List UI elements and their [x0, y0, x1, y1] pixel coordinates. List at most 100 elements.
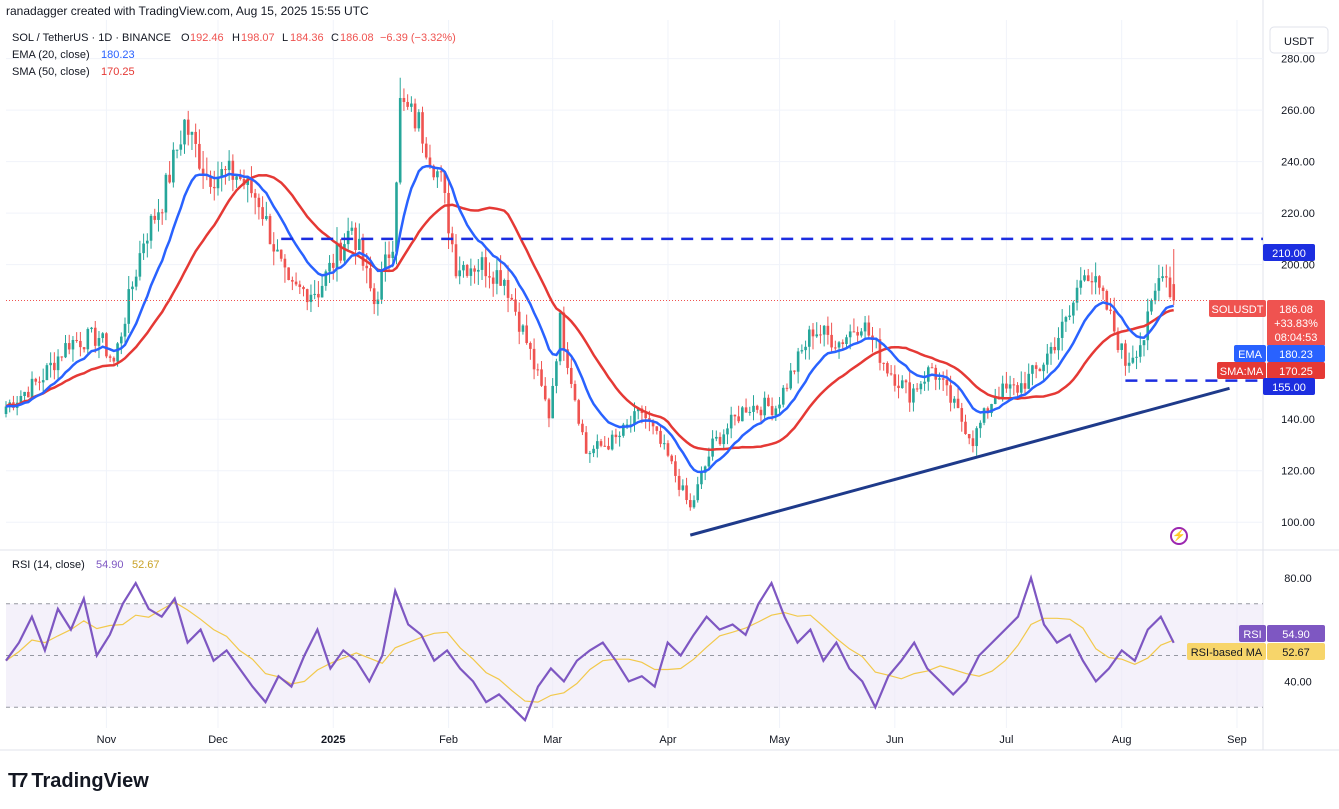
- currency-button[interactable]: USDT: [1269, 26, 1329, 54]
- legend-rsi-ma-value: 52.67: [132, 559, 160, 571]
- candle-body: [681, 485, 685, 490]
- tag-ema-name: EMA: [1238, 349, 1263, 361]
- tag-rsi-ma-value: 52.67: [1282, 647, 1310, 659]
- price-tick-label: 240.00: [1281, 157, 1315, 169]
- candle-body: [19, 395, 23, 403]
- candle-body: [354, 227, 357, 251]
- candle-body: [146, 240, 149, 244]
- candle-body: [131, 286, 134, 290]
- candle-body: [1001, 383, 1004, 400]
- candle-body: [38, 381, 41, 383]
- candle-body: [424, 143, 428, 158]
- candle-body: [614, 434, 618, 438]
- candle-body: [369, 268, 372, 289]
- candle-body: [1075, 287, 1079, 303]
- candle-body: [64, 343, 67, 358]
- candle-body: [268, 216, 272, 245]
- candle-body: [804, 346, 807, 351]
- candle-body: [108, 356, 112, 358]
- candle-body: [521, 325, 525, 332]
- candle-body: [305, 289, 309, 303]
- candle-body: [860, 331, 863, 336]
- time-tick-label: May: [769, 734, 790, 746]
- tag-resistance: 210.00: [1263, 244, 1315, 261]
- candle-body: [190, 131, 194, 135]
- candle-body: [800, 350, 804, 352]
- legend-rsi-value: 54.90: [96, 559, 124, 571]
- candle-body: [491, 277, 495, 284]
- candle-body: [729, 414, 733, 429]
- legend-h-label: H: [232, 32, 240, 44]
- lightning-icon[interactable]: ⚡: [1170, 527, 1188, 545]
- candle-body: [744, 407, 748, 413]
- candle-body: [778, 404, 781, 409]
- candle-body: [198, 143, 201, 169]
- moving-averages: [5, 164, 1174, 474]
- candle-body: [82, 347, 86, 350]
- candle-body: [86, 329, 90, 350]
- candle-body: [1083, 275, 1086, 281]
- time-tick-label: Jun: [886, 734, 904, 746]
- candle-body: [733, 414, 737, 417]
- candle-body: [183, 119, 186, 145]
- legend-low: 184.36: [290, 32, 324, 44]
- candle-body: [484, 257, 488, 277]
- candle-body: [588, 453, 592, 455]
- candle-body: [662, 443, 666, 445]
- legend-open: 192.46: [190, 32, 224, 44]
- candle-body: [659, 430, 662, 444]
- rsi-ma-line: [5, 601, 1174, 703]
- candle-body: [949, 385, 952, 403]
- candle-body: [975, 428, 978, 447]
- candle-body: [529, 343, 532, 349]
- candle-body: [926, 367, 930, 382]
- time-tick-label: Aug: [1112, 734, 1132, 746]
- candle-body: [398, 98, 402, 183]
- candle-body: [361, 238, 365, 266]
- tag-sma-value: 170.25: [1279, 366, 1313, 378]
- candle-body: [179, 144, 183, 150]
- candle-body: [23, 391, 26, 396]
- legend-close: 186.08: [340, 32, 374, 44]
- attribution-text: ranadagger created with TradingView.com,…: [6, 4, 369, 18]
- candle-body: [1120, 343, 1123, 351]
- tradingview-logo[interactable]: T7 TradingView: [8, 770, 149, 793]
- candle-body: [406, 101, 409, 107]
- ema-line: [5, 164, 1174, 474]
- candle-body: [265, 216, 268, 220]
- legend-ema-value: 180.23: [101, 49, 135, 61]
- candle-body: [1105, 291, 1109, 310]
- candle-body: [357, 238, 361, 251]
- candle-body: [592, 448, 595, 454]
- candle-body: [845, 337, 848, 345]
- candle-body: [495, 270, 499, 284]
- candle-body: [90, 327, 93, 330]
- candle-body: [320, 285, 324, 298]
- candle-body: [856, 332, 859, 336]
- candle-body: [703, 466, 707, 473]
- candle-body: [807, 329, 811, 347]
- tag-last-change: +33.83%: [1274, 318, 1318, 330]
- candle-body: [1116, 331, 1120, 351]
- candle-body: [599, 441, 603, 446]
- candle-body: [1027, 373, 1031, 389]
- tag-resistance-value: 210.00: [1272, 248, 1306, 260]
- time-tick-label: Jul: [999, 734, 1013, 746]
- candle-body: [272, 244, 276, 252]
- candle-body: [395, 182, 398, 252]
- candle-body: [562, 312, 566, 350]
- candle-body: [715, 436, 718, 439]
- candle-body: [1127, 362, 1131, 366]
- candle-body: [1153, 290, 1157, 301]
- candle-body: [224, 169, 227, 171]
- candle-body: [822, 325, 826, 335]
- candle-body: [763, 397, 766, 416]
- tag-ema-value: 180.23: [1279, 349, 1313, 361]
- candle-body: [566, 349, 569, 368]
- candles: [4, 77, 1176, 511]
- candle-body: [841, 342, 845, 345]
- candle-body: [819, 334, 822, 336]
- time-tick-label: Nov: [97, 734, 117, 746]
- drawings: [6, 237, 1263, 537]
